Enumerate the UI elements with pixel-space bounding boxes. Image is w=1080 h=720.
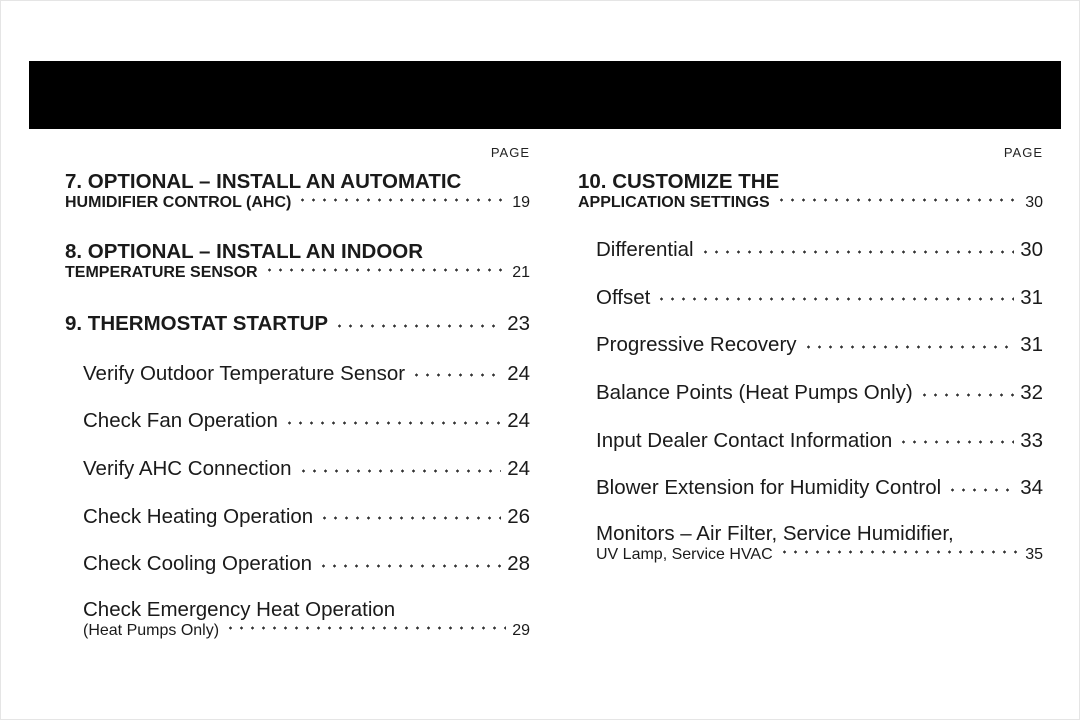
toc-section-9: 9. THERMOSTAT STARTUP 23: [65, 310, 530, 338]
toc-sub-page: 24: [507, 455, 530, 483]
toc-section-10: 10. CUSTOMIZE THE APPLICATION SETTINGS 3…: [578, 170, 1043, 212]
toc-section-10-page: 30: [1025, 194, 1043, 212]
toc-content: PAGE 7. OPTIONAL – INSTALL AN AUTOMATIC …: [65, 145, 1043, 699]
toc-sub-label: Differential: [596, 236, 694, 264]
toc-sub-page: 24: [507, 360, 530, 388]
toc-sub-line1: Check Emergency Heat Operation: [83, 598, 530, 622]
page-header-right: PAGE: [578, 145, 1043, 160]
toc-sub-item: Blower Extension for Humidity Control 34: [578, 474, 1043, 502]
toc-sub-page: 24: [507, 407, 530, 435]
toc-sub-page: 31: [1020, 284, 1043, 312]
toc-section-7: 7. OPTIONAL – INSTALL AN AUTOMATIC HUMID…: [65, 170, 530, 212]
toc-sub-item: Check Fan Operation 24: [65, 407, 530, 435]
toc-sub-item: Balance Points (Heat Pumps Only) 32: [578, 379, 1043, 407]
dot-leader: [225, 626, 506, 630]
toc-sub-label: Check Heating Operation: [83, 503, 313, 531]
toc-sub-item-multiline: Check Emergency Heat Operation (Heat Pum…: [65, 598, 530, 640]
toc-sub-item: Check Heating Operation 26: [65, 503, 530, 531]
toc-sub-label: Verify Outdoor Temperature Sensor: [83, 360, 405, 388]
dot-leader: [700, 250, 1015, 254]
toc-sub-label: Verify AHC Connection: [83, 455, 292, 483]
toc-section-8-line1: 8. OPTIONAL – INSTALL AN INDOOR: [65, 240, 530, 264]
right-column: PAGE 10. CUSTOMIZE THE APPLICATION SETTI…: [578, 145, 1043, 699]
dot-leader: [319, 516, 501, 520]
toc-sub-item: Offset 31: [578, 284, 1043, 312]
toc-section-9-page: 23: [507, 310, 530, 338]
header-black-bar: [29, 61, 1061, 129]
toc-section-8-line2: TEMPERATURE SENSOR: [65, 264, 258, 282]
toc-sub-item: Input Dealer Contact Information 33: [578, 427, 1043, 455]
toc-sub-page: 29: [512, 622, 530, 640]
toc-sub-page: 31: [1020, 331, 1043, 359]
toc-sub-label: Check Fan Operation: [83, 407, 278, 435]
toc-sub-page: 30: [1020, 236, 1043, 264]
dot-leader: [334, 324, 501, 328]
toc-sub-page: 26: [507, 503, 530, 531]
dot-leader: [803, 345, 1015, 349]
toc-sub-page: 33: [1020, 427, 1043, 455]
toc-sub-label: Offset: [596, 284, 650, 312]
dot-leader: [318, 564, 501, 568]
toc-section-10-line1: 10. CUSTOMIZE THE: [578, 170, 1043, 194]
page-header-left: PAGE: [65, 145, 530, 160]
dot-leader: [411, 373, 501, 377]
toc-sub-item: Check Cooling Operation 28: [65, 550, 530, 578]
toc-section-8: 8. OPTIONAL – INSTALL AN INDOOR TEMPERAT…: [65, 240, 530, 282]
toc-sub-line1: Monitors – Air Filter, Service Humidifie…: [596, 522, 1043, 546]
toc-sub-page: 34: [1020, 474, 1043, 502]
dot-leader: [264, 268, 507, 272]
toc-sub-label: Input Dealer Contact Information: [596, 427, 892, 455]
toc-sub-item: Differential 30: [578, 236, 1043, 264]
toc-sub-item: Verify AHC Connection 24: [65, 455, 530, 483]
toc-sub-label: Blower Extension for Humidity Control: [596, 474, 941, 502]
toc-section-9-label: 9. THERMOSTAT STARTUP: [65, 310, 328, 338]
dot-leader: [919, 393, 1014, 397]
toc-sub-item: Progressive Recovery 31: [578, 331, 1043, 359]
toc-section-7-page: 19: [512, 194, 530, 212]
dot-leader: [898, 440, 1014, 444]
toc-sub-line2: UV Lamp, Service HVAC: [596, 546, 773, 564]
dot-leader: [297, 198, 506, 202]
toc-section-10-line2: APPLICATION SETTINGS: [578, 194, 770, 212]
toc-sub-label: Progressive Recovery: [596, 331, 797, 359]
toc-sub-item-multiline: Monitors – Air Filter, Service Humidifie…: [578, 522, 1043, 564]
toc-sub-label: Check Cooling Operation: [83, 550, 312, 578]
toc-sub-item: Verify Outdoor Temperature Sensor 24: [65, 360, 530, 388]
toc-sub-page: 35: [1025, 546, 1043, 564]
dot-leader: [947, 488, 1014, 492]
dot-leader: [656, 297, 1014, 301]
dot-leader: [284, 421, 501, 425]
toc-section-8-page: 21: [512, 264, 530, 282]
toc-sub-line2: (Heat Pumps Only): [83, 622, 219, 640]
toc-sub-page: 28: [507, 550, 530, 578]
dot-leader: [776, 198, 1019, 202]
toc-section-7-line2: HUMIDIFIER CONTROL (AHC): [65, 194, 291, 212]
toc-sub-page: 32: [1020, 379, 1043, 407]
dot-leader: [298, 469, 502, 473]
toc-section-7-line1: 7. OPTIONAL – INSTALL AN AUTOMATIC: [65, 170, 530, 194]
left-column: PAGE 7. OPTIONAL – INSTALL AN AUTOMATIC …: [65, 145, 530, 699]
dot-leader: [779, 550, 1020, 554]
toc-sub-label: Balance Points (Heat Pumps Only): [596, 379, 913, 407]
